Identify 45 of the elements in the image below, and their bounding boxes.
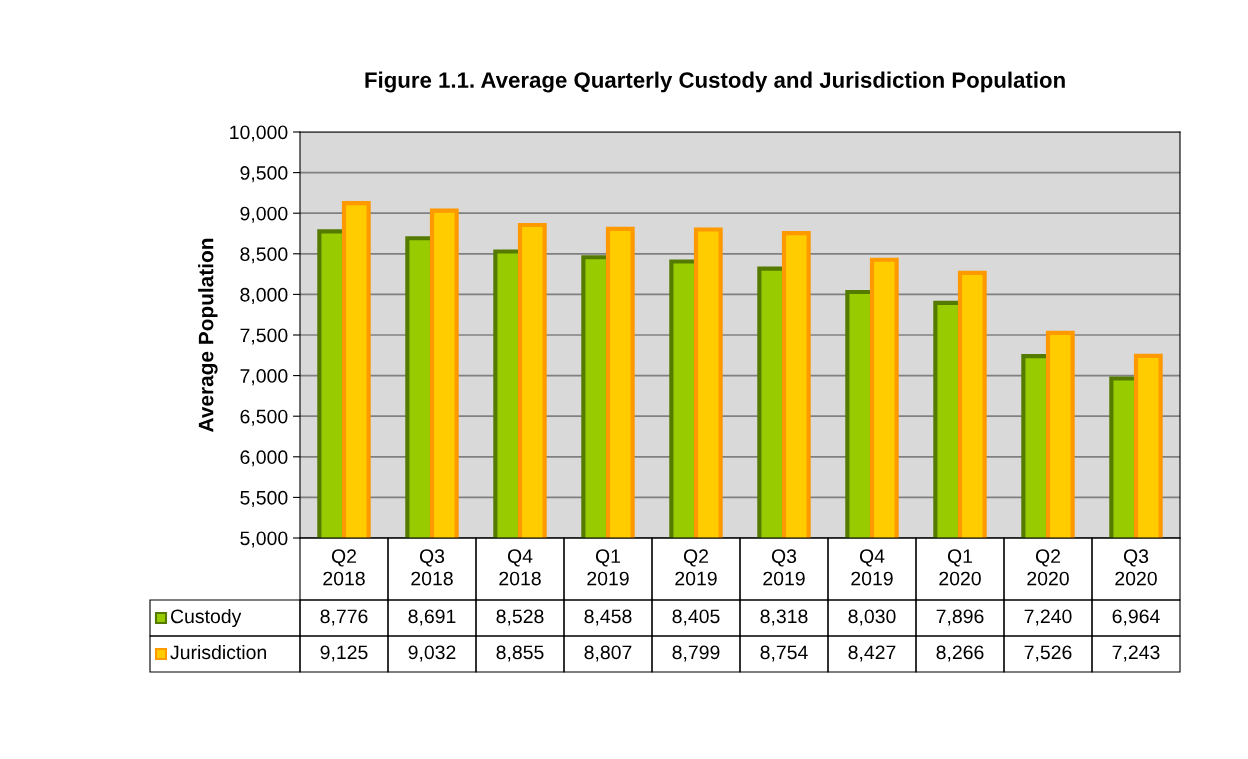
y-tick-label: 5,500 <box>240 490 288 507</box>
x-tick-label: Q4 2019 <box>851 549 893 586</box>
data-label: 8,427 <box>848 645 896 662</box>
data-label: 7,526 <box>1024 645 1072 662</box>
x-tick-label: Q2 2018 <box>323 549 365 586</box>
y-tick-label: 8,500 <box>240 247 288 264</box>
y-tick-label: 8,000 <box>240 287 288 304</box>
x-tick-label: Q1 2019 <box>587 549 629 586</box>
data-label: 7,243 <box>1112 645 1160 662</box>
x-tick-label: Q1 2020 <box>939 549 981 586</box>
x-tick-label: Q3 2019 <box>763 549 805 586</box>
y-tick-label: 6,500 <box>240 409 288 426</box>
data-label: 7,240 <box>1024 609 1072 626</box>
data-label: 8,266 <box>936 645 984 662</box>
data-label: 9,032 <box>408 645 456 662</box>
x-tick-label: Q2 2019 <box>675 549 717 586</box>
x-tick-label: Q4 2018 <box>499 549 541 586</box>
data-label: 8,776 <box>320 609 368 626</box>
y-tick-label: 7,000 <box>240 369 288 386</box>
y-tick-label: 10,000 <box>230 125 288 142</box>
data-label: 9,125 <box>320 645 368 662</box>
x-tick-label: Q3 2020 <box>1115 549 1157 586</box>
data-label: 8,807 <box>584 645 632 662</box>
y-axis-title: Average Population <box>198 238 218 432</box>
data-label: 8,030 <box>848 609 896 626</box>
data-label: 8,691 <box>408 609 456 626</box>
data-label: 8,799 <box>672 645 720 662</box>
data-label: 8,405 <box>672 609 720 626</box>
legend-label: Jurisdiction <box>170 644 266 660</box>
x-tick-label: Q3 2018 <box>411 549 453 586</box>
legend-label: Custody <box>170 608 242 628</box>
data-label: 8,528 <box>496 609 544 626</box>
data-label: 8,855 <box>496 645 544 662</box>
y-tick-label: 9,000 <box>240 206 288 223</box>
data-label: 6,964 <box>1112 609 1160 626</box>
data-label: 8,458 <box>584 609 632 626</box>
data-label: 8,754 <box>760 645 808 662</box>
data-label: 7,896 <box>936 609 984 626</box>
chart-title: Figure 1.1. Average Quarterly Custody and Jurisdiction Population <box>365 71 1065 93</box>
x-tick-label: Q2 2020 <box>1027 549 1069 586</box>
y-tick-label: 5,000 <box>240 531 288 548</box>
y-tick-label: 9,500 <box>240 166 288 183</box>
data-label: 8,318 <box>760 609 808 626</box>
y-tick-label: 6,000 <box>240 450 288 467</box>
y-tick-label: 7,500 <box>240 328 288 345</box>
